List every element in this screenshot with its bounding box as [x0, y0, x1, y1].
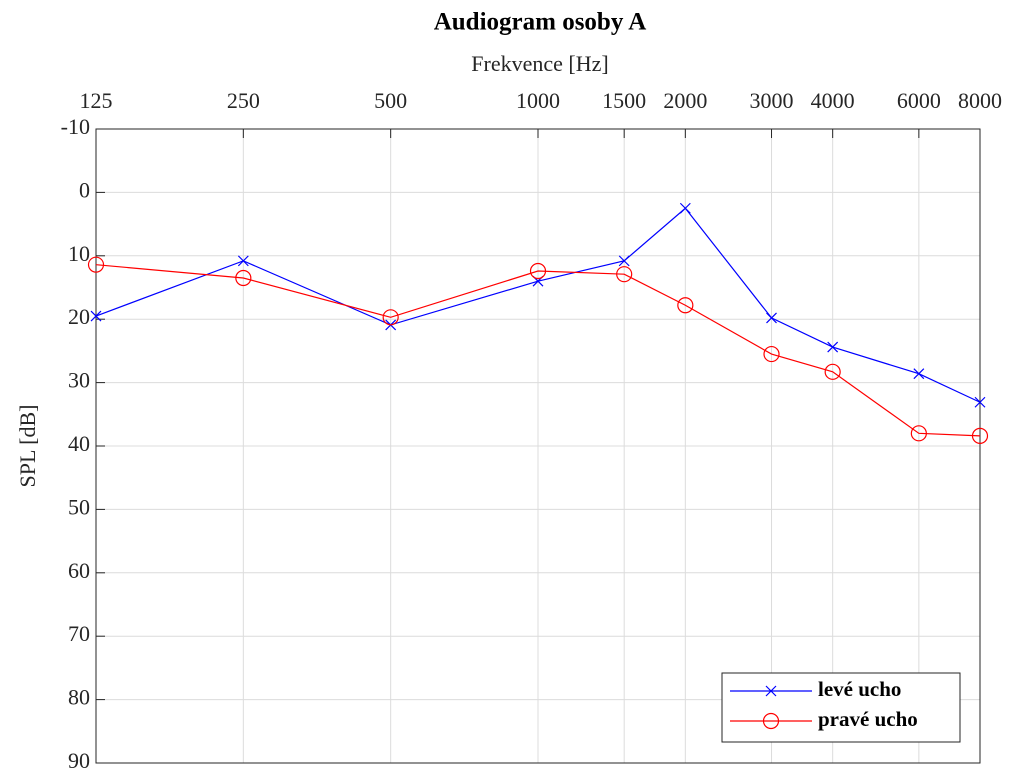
plot-frame	[95, 128, 981, 764]
series-line	[95, 207, 981, 403]
x-tick-label: 125	[80, 88, 113, 113]
legend-label: levé ucho	[818, 677, 901, 701]
marker	[90, 310, 102, 322]
marker	[766, 312, 777, 324]
chart-title: Audiogram osoby A	[434, 9, 647, 36]
marker	[618, 255, 630, 267]
marker	[235, 269, 252, 287]
marker	[974, 396, 986, 408]
x-tick-label: 3000	[750, 88, 794, 113]
x-tick-label: 8000	[958, 88, 1002, 113]
x-tick-label: 250	[227, 88, 260, 113]
y-tick-label: 50	[68, 494, 90, 519]
y-tick-label: 40	[68, 431, 90, 456]
legend-box	[721, 672, 961, 743]
legend-marker	[765, 685, 777, 697]
y-axis-label: SPL [dB]	[15, 405, 40, 488]
marker	[763, 345, 780, 363]
x-tick-label: 2000	[663, 88, 707, 113]
marker	[382, 309, 399, 326]
series-line	[95, 264, 981, 437]
y-tick-label: 30	[68, 368, 90, 393]
marker	[677, 297, 694, 314]
marker	[824, 363, 841, 380]
y-tick-label: -10	[61, 114, 90, 139]
x-axis-label: Frekvence [Hz]	[471, 51, 608, 76]
marker	[616, 266, 633, 283]
marker	[87, 256, 105, 273]
y-tick-label: 20	[68, 304, 90, 329]
x-tick-label: 1000	[516, 88, 560, 113]
legend-label: pravé ucho	[818, 707, 918, 731]
marker	[529, 262, 547, 280]
x-tick-label: 1500	[602, 88, 646, 113]
marker	[679, 202, 691, 214]
y-tick-label: 10	[68, 241, 90, 266]
marker	[913, 368, 925, 380]
y-tick-label: 60	[68, 558, 90, 583]
y-tick-label: 90	[68, 748, 90, 769]
marker	[910, 425, 927, 442]
y-tick-label: 0	[79, 177, 90, 202]
x-tick-label: 6000	[897, 88, 941, 113]
y-tick-label: 80	[68, 685, 90, 710]
marker	[971, 427, 989, 444]
marker	[827, 341, 839, 353]
legend-marker	[762, 712, 780, 730]
marker	[237, 255, 249, 267]
y-tick-label: 70	[68, 621, 90, 646]
x-tick-label: 500	[374, 88, 407, 113]
x-tick-label: 4000	[811, 88, 855, 113]
